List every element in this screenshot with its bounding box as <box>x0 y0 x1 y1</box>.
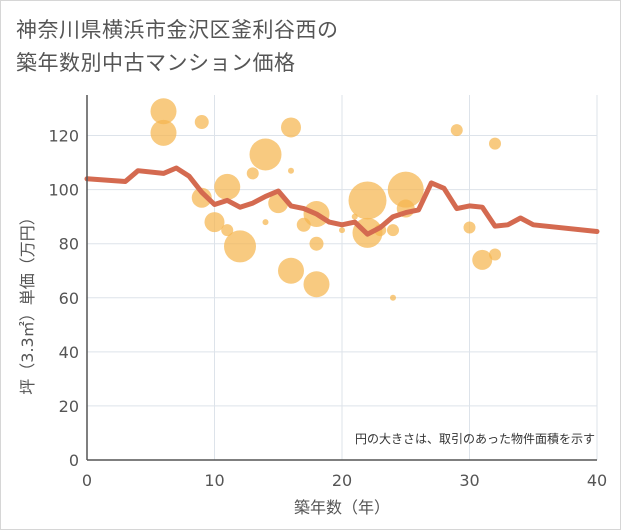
bubble-28 <box>450 124 463 137</box>
bubble-24 <box>387 224 399 237</box>
bubble-31 <box>489 137 501 150</box>
axes <box>86 95 597 461</box>
trend-line-group <box>84 165 600 237</box>
y-tick-label-60: 60 <box>59 289 79 308</box>
y-tick-label-20: 20 <box>59 397 79 416</box>
average-price-line <box>84 165 600 237</box>
bubble-3 <box>191 187 212 208</box>
y-tick-label-0: 0 <box>69 451 79 470</box>
bubbles <box>150 98 501 301</box>
chart-title-line-1: 神奈川県横浜市金沢区釜利谷西の <box>16 18 339 42</box>
tick-labels: 0 10 20 30 40 0 20 40 60 80 100 120 <box>48 127 607 490</box>
bubble-19 <box>339 227 345 234</box>
bubble-14 <box>278 257 304 284</box>
y-tick-label-120: 120 <box>48 127 79 146</box>
x-tick-label-40: 40 <box>587 471 607 490</box>
bubble-29 <box>463 221 476 234</box>
bubble-0 <box>150 98 177 125</box>
bubble-30 <box>472 249 493 270</box>
y-tick-label-100: 100 <box>48 181 79 200</box>
y-tick-label-40: 40 <box>59 343 79 362</box>
bubble-6 <box>221 224 234 237</box>
bubble-13 <box>288 167 294 174</box>
chart-title-line-2: 築年数別中古マンション価格 <box>16 51 296 75</box>
bubble-8 <box>246 167 259 180</box>
bubble-5 <box>214 173 241 200</box>
bubble-2 <box>194 115 209 130</box>
bubble-4 <box>204 212 225 233</box>
bubble-25 <box>390 294 396 301</box>
x-axis-label: 築年数（年） <box>294 498 390 517</box>
chart-title: 神奈川県横浜市金沢区釜利谷西の 築年数別中古マンション価格 <box>16 14 339 80</box>
x-tick-label-0: 0 <box>82 471 92 490</box>
size-annotation: 円の大きさは、取引のあった物件面積を示す <box>355 431 595 446</box>
bubble-9 <box>249 138 282 171</box>
bubble-1 <box>150 119 177 146</box>
bubble-26 <box>387 171 424 208</box>
bubble-32 <box>489 248 501 261</box>
x-tick-label-10: 10 <box>204 471 224 490</box>
grid <box>87 95 598 460</box>
y-tick-label-80: 80 <box>59 235 79 254</box>
bubble-7 <box>224 230 256 263</box>
bubble-10 <box>262 219 269 226</box>
x-tick-label-30: 30 <box>459 471 479 490</box>
bubble-18 <box>303 271 330 298</box>
bubble-17 <box>309 236 324 251</box>
bubble-12 <box>281 117 301 138</box>
y-axis-label: 坪（3.3㎡）単価（万円） <box>18 209 37 394</box>
bubble-21 <box>348 181 387 220</box>
x-tick-label-20: 20 <box>332 471 352 490</box>
